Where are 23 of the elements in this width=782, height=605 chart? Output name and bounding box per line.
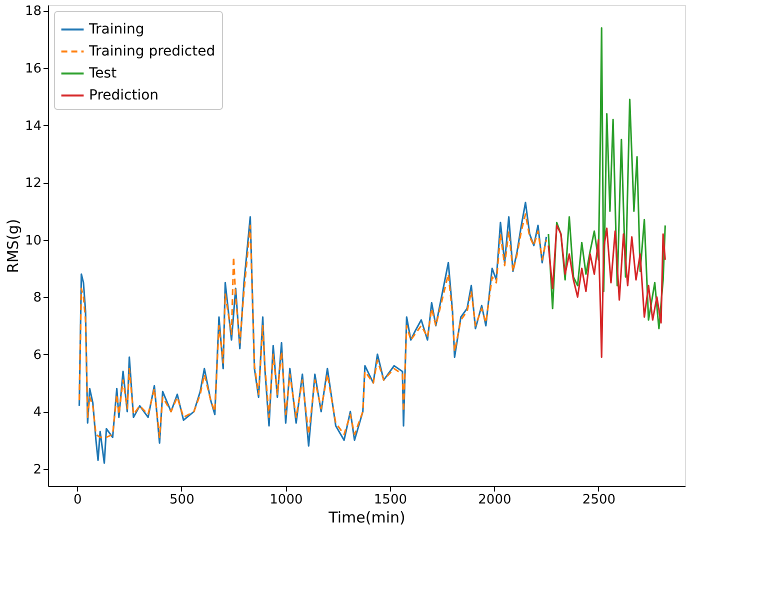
legend-label: Training predicted	[88, 44, 216, 60]
y-axis-title: RMS(g)	[4, 218, 22, 274]
x-tick-label: 0	[74, 492, 82, 508]
x-tick-label: 2500	[582, 492, 616, 508]
y-tick-label: 18	[24, 4, 42, 20]
x-tick-label: 1000	[270, 492, 303, 508]
y-tick-label: 14	[24, 118, 42, 134]
x-axis-title: Time(min)	[328, 508, 406, 526]
y-tick-label: 6	[33, 348, 42, 363]
x-tick-label: 500	[170, 492, 194, 508]
y-tick-label: 10	[24, 233, 42, 248]
y-tick-label: 12	[24, 176, 42, 192]
x-tick-label: 1500	[374, 492, 408, 508]
line-series	[548, 27, 666, 330]
x-tick-label: 2000	[478, 492, 512, 508]
legend-label: Prediction	[89, 88, 159, 104]
y-tick-label: 2	[33, 462, 42, 478]
legend-label: Test	[88, 66, 118, 82]
legend-label: Training	[88, 22, 144, 38]
line-series	[548, 224, 666, 358]
y-tick-label: 16	[24, 61, 42, 76]
y-tick-label: 8	[33, 290, 42, 306]
y-tick-label: 4	[33, 405, 42, 420]
